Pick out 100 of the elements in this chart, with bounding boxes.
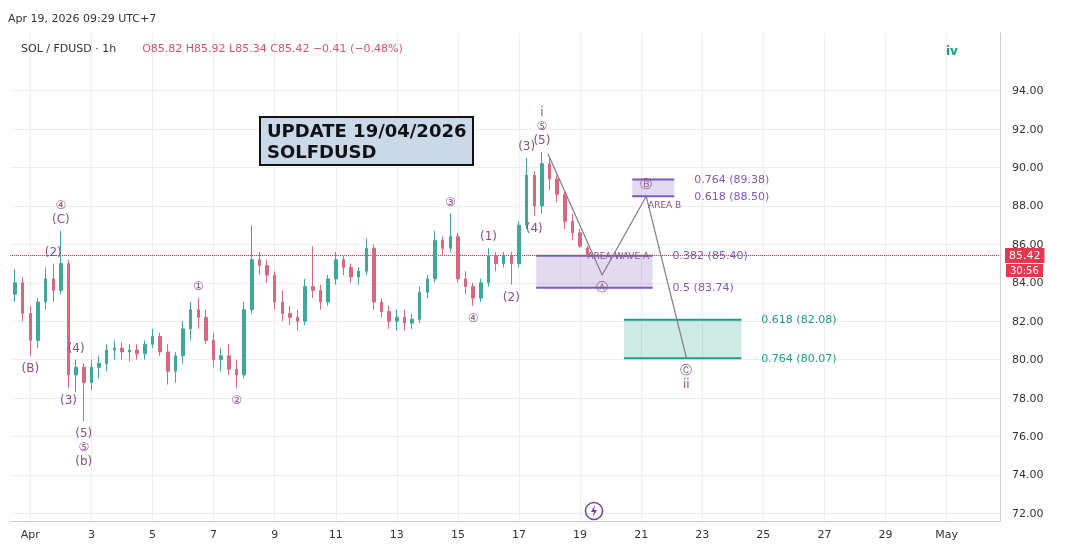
x-tick-label: 29 (878, 528, 893, 541)
candlestick (44, 266, 47, 311)
y-tick-label: 78.00 (1012, 391, 1044, 405)
annotation: (1) (479, 229, 497, 244)
candlestick (479, 278, 483, 303)
candlestick (471, 282, 475, 307)
x-tick-label: 9 (271, 528, 279, 541)
candlestick (258, 251, 261, 276)
candlestick (456, 232, 460, 284)
candlestick (563, 190, 567, 230)
series-label: 0.618 (82.08) (761, 313, 837, 327)
annotation: Ⓒ (680, 362, 693, 377)
y-tick-label: 86.00 (1012, 237, 1044, 251)
y-tick-label: 92.00 (1012, 122, 1044, 136)
annotation: Ⓑ (640, 177, 653, 192)
text: Apr 19, 2026 09:29 UTC+7 (8, 12, 157, 25)
annotation: ③ (444, 194, 456, 209)
candlestick (403, 309, 406, 332)
annotation: ④ (467, 310, 479, 325)
candlestick (365, 238, 368, 276)
candlestick (540, 151, 544, 215)
x-tick-label: May (935, 528, 959, 541)
candlestick (181, 320, 185, 364)
annotation: (C) (52, 211, 70, 226)
candlestick (464, 270, 467, 295)
y-tick-label: 94.00 (1012, 84, 1044, 98)
candlestick (135, 343, 139, 361)
series-label: 0.618 (88.50) (694, 189, 770, 203)
candlestick (548, 155, 551, 192)
annotation: ⑤ (78, 440, 90, 455)
candlestick (449, 213, 452, 253)
candlestick (571, 213, 574, 241)
candlestick (273, 270, 276, 311)
candlestick (82, 362, 86, 422)
candlestick (128, 343, 131, 363)
series-label: 0.5 (83.74) (672, 281, 734, 295)
candlestick (303, 278, 307, 326)
annotation: ii (682, 376, 690, 391)
candlestick (158, 332, 162, 357)
candlestick (311, 245, 315, 299)
y-tick-label: 76.00 (1012, 429, 1044, 443)
candlestick (242, 301, 246, 380)
candlestick (197, 297, 200, 330)
candlestick (235, 359, 238, 389)
candlestick (36, 297, 40, 349)
candlestick (250, 224, 254, 314)
candlestick (166, 343, 170, 386)
candlestick (372, 243, 376, 311)
y-tick-label: 82.00 (1012, 314, 1044, 328)
text: SOL / FDUSD · 1h (21, 42, 117, 55)
candlestick (502, 251, 505, 268)
candlestick (319, 284, 322, 311)
candlestick (212, 332, 215, 368)
x-tick-label: Apr (20, 528, 41, 541)
candlestick (357, 266, 360, 286)
text: O85.82 H85.92 L85.34 C85.42 −0.41 (−0.48%) (142, 42, 403, 55)
candlestick (29, 305, 32, 357)
annotation: (3) (60, 393, 78, 408)
candlestick (441, 236, 444, 257)
candlestick (227, 343, 231, 376)
y-tick-label: 90.00 (1012, 160, 1044, 174)
annotation: ④ (55, 197, 67, 212)
candlestick (97, 355, 101, 380)
x-tick-label: 17 (512, 528, 526, 541)
candlestick (342, 255, 345, 276)
candlestick (105, 343, 108, 372)
y-tick-label: 72.00 (1012, 506, 1044, 520)
candlestick (426, 274, 429, 299)
annotation: (b) (75, 454, 93, 469)
x-tick-label: 19 (573, 528, 588, 541)
candlestick (59, 230, 63, 295)
candlestick (219, 347, 223, 372)
candlestick (387, 305, 391, 330)
candlestick (143, 339, 147, 361)
annotation: iv (946, 44, 958, 58)
ref-line-label: 85.42 (1009, 248, 1041, 262)
candlestick (90, 359, 93, 391)
candlestick (433, 230, 437, 284)
candlestick (334, 251, 338, 286)
annotation: (2) (502, 289, 520, 304)
x-tick-label: 13 (389, 528, 404, 541)
candlestick (410, 313, 414, 330)
y-tick-label: 88.00 (1012, 199, 1044, 213)
candlestick (487, 247, 490, 288)
x-tick-label: 21 (634, 528, 649, 541)
candlestick (52, 263, 55, 303)
series-label: 0.764 (89.38) (694, 172, 770, 186)
y-tick-label: 74.00 (1012, 468, 1044, 482)
series-label: 0.764 (80.07) (761, 351, 837, 365)
x-tick-label: 7 (210, 528, 218, 541)
candlestick (349, 263, 353, 284)
x-tick-label: 5 (149, 528, 157, 541)
annotation: (5) (533, 133, 551, 148)
x-tick-label: 27 (817, 528, 832, 541)
annotation: ⑤ (536, 119, 548, 134)
candlestick (533, 170, 536, 217)
candlestick (13, 268, 17, 303)
candlestick (204, 309, 208, 345)
annotation: AREA B (648, 200, 682, 210)
y-tick-label: 84.00 (1012, 276, 1044, 290)
